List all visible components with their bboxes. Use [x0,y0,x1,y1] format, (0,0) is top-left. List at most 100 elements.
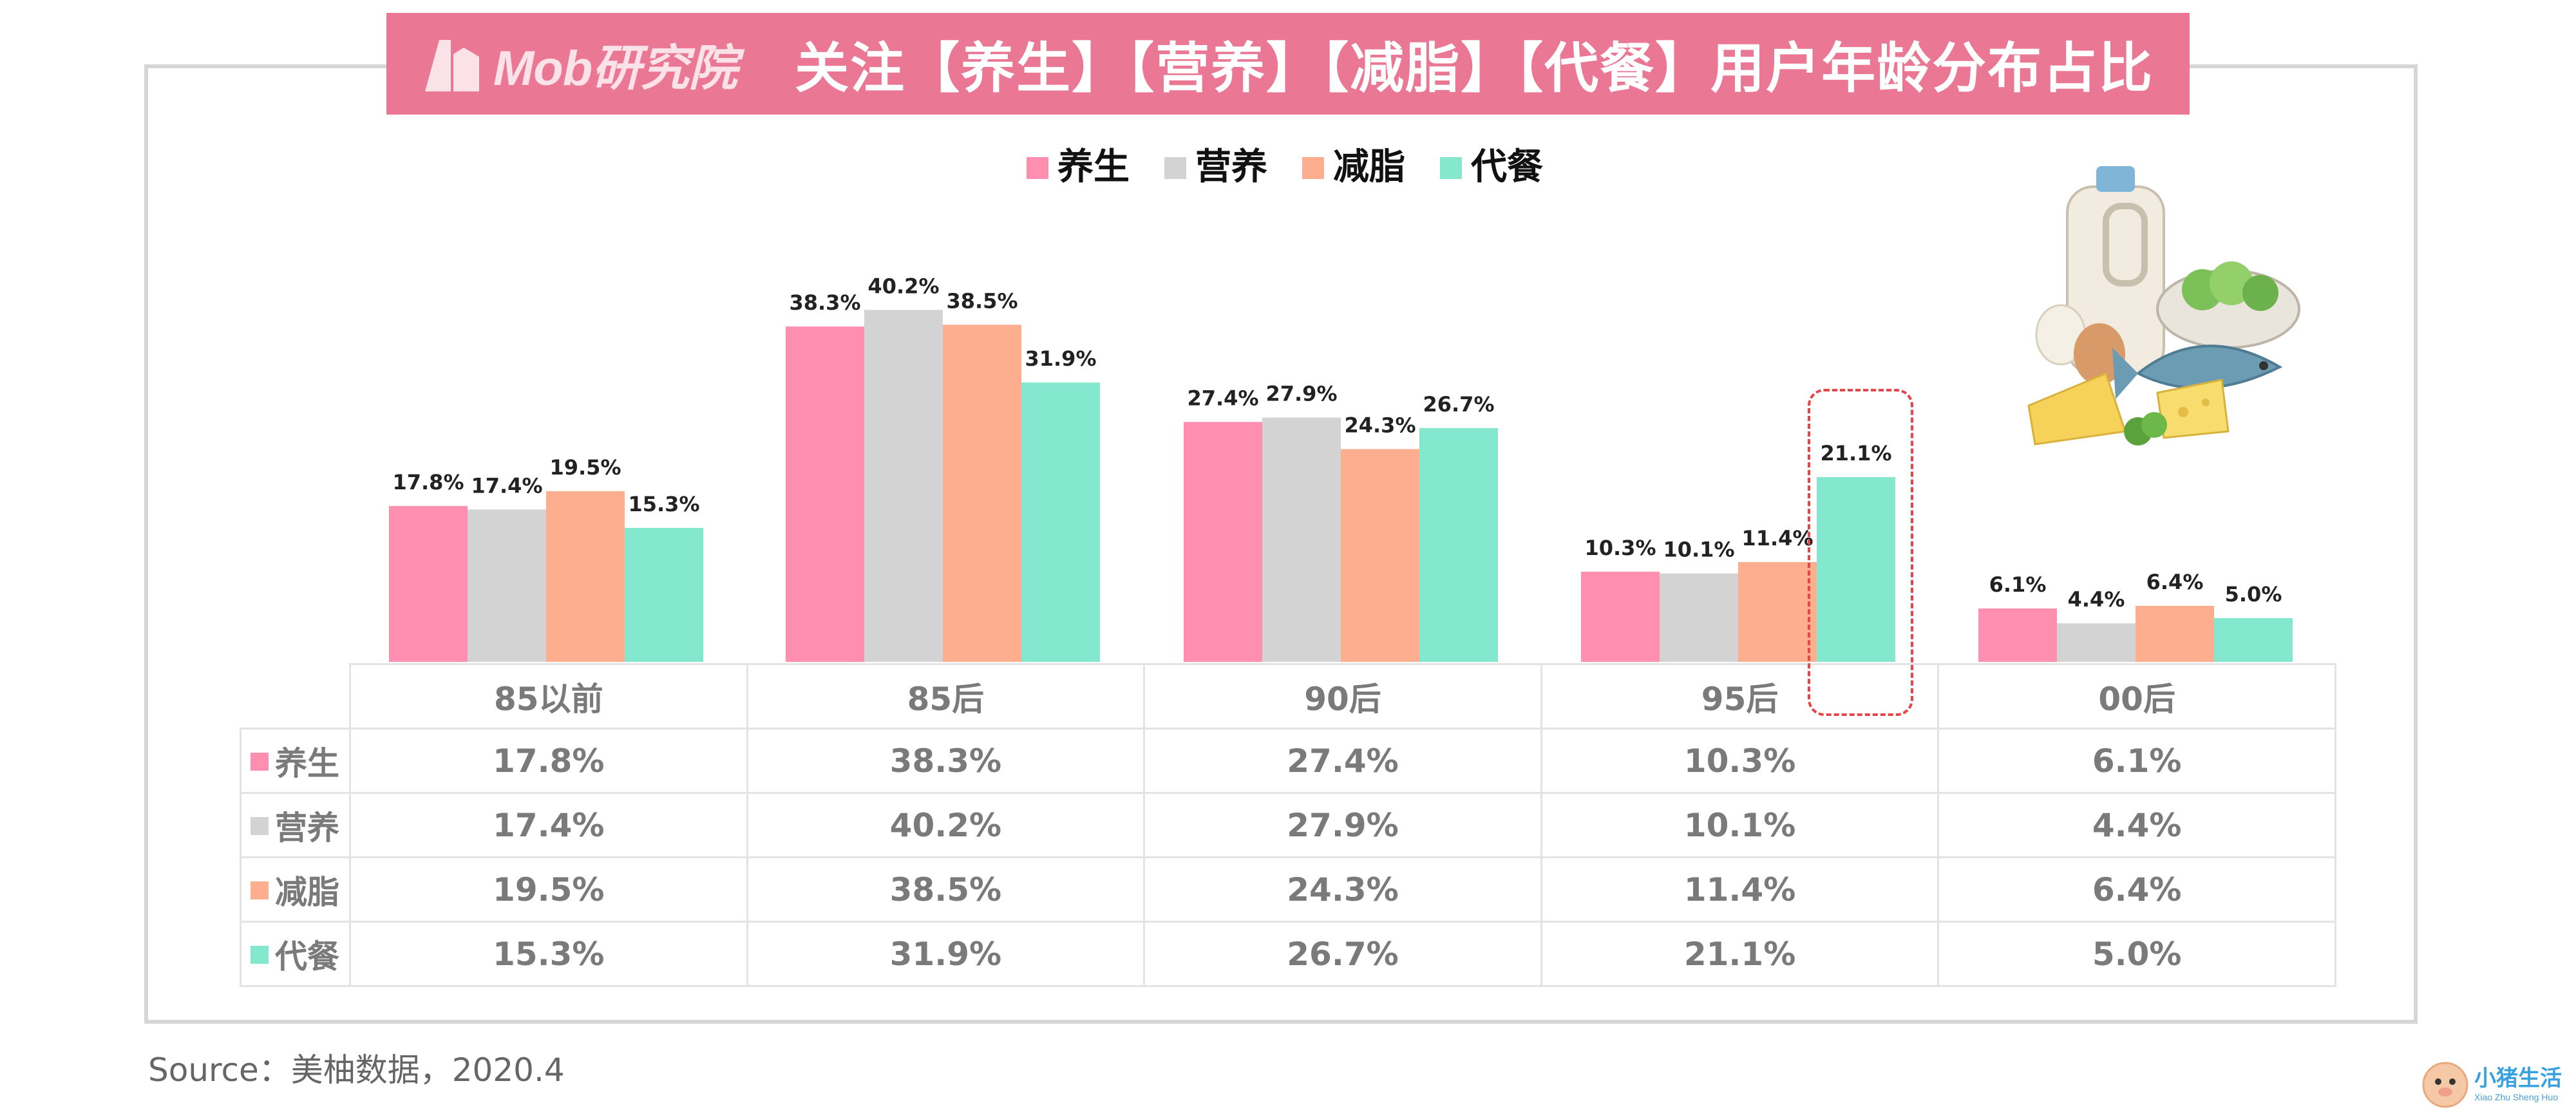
data-label: 11.4% [1741,526,1813,550]
brand-subtitle: Xiao Zhu Sheng Huo [2474,1092,2558,1102]
piglet-avatar-icon [2422,1062,2468,1108]
bar [625,527,703,662]
data-label: 38.5% [946,288,1018,313]
data-label: 4.4% [2068,587,2125,612]
data-label: 6.4% [2146,570,2204,594]
legend-swatch [1027,157,1048,179]
bar [546,491,625,662]
table-header-cell: 00后 [1937,663,2336,729]
legend-label: 营养 [1195,146,1267,188]
table-cell: 27.9% [1143,792,1542,858]
row-label: 养生 [240,728,351,794]
table-cell: 17.4% [349,792,748,858]
bar [1419,428,1498,662]
row-label: 营养 [240,792,351,858]
row-label: 代餐 [240,921,351,987]
data-label: 19.5% [549,455,621,480]
bar [1581,571,1660,662]
legend-swatch [1440,157,1462,179]
data-labels: 17.8% 38.3% 27.4% 10.3% 6.1% 17.4% 40.2% 27.9% 1… [392,274,2282,612]
data-label: 17.4% [471,473,542,498]
table-header-cell: 90后 [1143,663,1542,729]
bar [1262,417,1341,662]
table-cell: 10.1% [1540,792,1940,858]
brand-name: 小猪生活 [2474,1066,2562,1091]
data-label: 17.8% [392,470,464,494]
brand-mark: 小猪生活 Xiao Zhu Sheng Huo [2421,1061,2562,1109]
data-label: 6.1% [1989,572,2047,597]
healthy-food-icon [2009,161,2306,460]
table-header-cell: 85后 [746,663,1146,729]
bars [389,310,2293,662]
data-label: 40.2% [867,274,939,298]
table-cell: 24.3% [1143,856,1542,923]
table-header-cell: 85以前 [349,663,748,729]
series-swatch [251,752,269,771]
series-swatch [251,816,269,835]
table-cell: 38.3% [746,728,1146,794]
bar [468,509,546,662]
bar [1021,382,1100,662]
legend-swatch [1302,157,1324,179]
data-label: 15.3% [628,492,699,516]
data-label: 10.3% [1584,536,1656,560]
bar-chart: 养生 营养 减脂 代餐 17.8% 38.3% 27.4% 10.3% 6.1% 17.4% 40… [389,146,2293,662]
table-cell: 15.3% [349,921,748,987]
legend-label: 减脂 [1333,146,1405,188]
bar [1341,449,1419,662]
bar [389,505,468,662]
legend-label: 代餐 [1470,146,1543,188]
table-cell: 10.3% [1540,728,1940,794]
table-cell: 27.4% [1143,728,1542,794]
data-label: 5.0% [2225,582,2282,607]
table-cell: 40.2% [746,792,1146,858]
bar [2214,618,2293,662]
table-header-row: 85以前 85后 90后 95后 00后 [240,663,2336,729]
bar [786,326,864,662]
data-label: 24.3% [1344,413,1416,438]
table-header-cell: 95后 [1540,663,1940,729]
highlight-box [1808,389,1913,716]
table-cell: 6.1% [1937,728,2336,794]
chart-title: 关注【养生】【营养】【减脂】【代餐】用户年龄分布占比 [795,36,2154,100]
legend: 养生 营养 减脂 代餐 [1027,146,1543,188]
series-swatch [251,945,269,964]
data-label: 26.7% [1423,392,1494,417]
table-cell: 11.4% [1540,856,1940,923]
data-table: 85以前 85后 90后 95后 00后 养生 17.8% 38.3% 27.4… [240,663,2336,987]
table-cell: 5.0% [1937,921,2336,987]
data-label: 38.3% [789,290,860,315]
legend-swatch [1164,157,1186,179]
table-cell: 31.9% [746,921,1146,987]
title-bar: Mob研究院 关注【养生】【营养】【减脂】【代餐】用户年龄分布占比 [386,13,2190,115]
mob-logo-icon [425,40,479,91]
table-cell: 19.5% [349,856,748,923]
bar [2136,605,2214,662]
data-label: 21.1% [1820,441,1891,465]
logo-text: Mob研究院 [493,41,737,96]
row-label: 减脂 [240,856,351,923]
table-cell: 26.7% [1143,921,1542,987]
bar [1738,561,1817,662]
data-label: 31.9% [1025,346,1096,371]
table-cell: 38.5% [746,856,1146,923]
bar [1817,477,1895,662]
data-label: 10.1% [1663,538,1734,562]
legend-label: 养生 [1057,146,1130,188]
mob-logo: Mob研究院 [420,28,737,99]
bar [1978,608,2057,662]
bar [943,324,1021,662]
table-row: 营养 17.4% 40.2% 27.9% 10.1% 4.4% [240,792,2336,858]
table-row: 养生 17.8% 38.3% 27.4% 10.3% 6.1% [240,728,2336,794]
bar [2057,623,2136,662]
table-row: 代餐 15.3% 31.9% 26.7% 21.1% 5.0% [240,921,2336,987]
table-corner [240,664,351,729]
source-note: Source：美柚数据，2020.4 [148,1051,565,1089]
bar [1184,422,1262,662]
table-cell: 6.4% [1937,856,2336,923]
table-cell: 4.4% [1937,792,2336,858]
table-cell: 17.8% [349,728,748,794]
data-label: 27.4% [1187,386,1258,410]
bar [1660,573,1738,662]
table-row: 减脂 19.5% 38.5% 24.3% 11.4% 6.4% [240,856,2336,923]
